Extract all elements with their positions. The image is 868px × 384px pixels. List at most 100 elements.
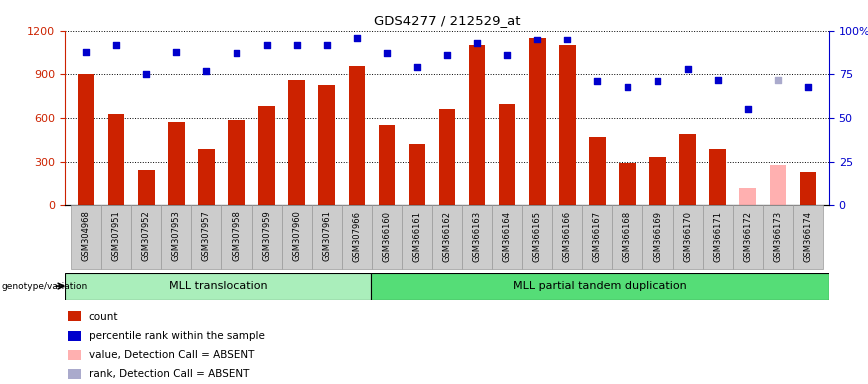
Bar <box>492 205 523 269</box>
Bar <box>252 205 281 269</box>
Bar <box>68 369 81 379</box>
Text: GSM366165: GSM366165 <box>533 210 542 262</box>
Bar <box>319 84 335 205</box>
Text: GSM307959: GSM307959 <box>262 210 271 261</box>
Point <box>260 41 273 48</box>
Bar <box>649 157 666 205</box>
Text: GSM307958: GSM307958 <box>232 210 241 262</box>
Point <box>229 50 243 56</box>
Bar <box>168 122 185 205</box>
Bar <box>680 134 696 205</box>
Text: GSM366167: GSM366167 <box>593 210 602 262</box>
Bar <box>799 172 816 205</box>
Text: GSM366161: GSM366161 <box>412 210 422 262</box>
Bar <box>138 170 155 205</box>
Text: GSM366169: GSM366169 <box>653 210 662 262</box>
Bar <box>108 114 124 205</box>
Text: GSM307953: GSM307953 <box>172 210 181 262</box>
Point <box>771 76 785 83</box>
Text: GSM307966: GSM307966 <box>352 210 361 262</box>
Bar <box>792 205 823 269</box>
Text: GSM366172: GSM366172 <box>743 210 753 262</box>
Bar <box>349 66 365 205</box>
Bar <box>529 38 545 205</box>
Point <box>470 40 484 46</box>
Text: rank, Detection Call = ABSENT: rank, Detection Call = ABSENT <box>89 369 249 379</box>
Bar <box>552 205 582 269</box>
Text: GSM366173: GSM366173 <box>773 210 782 262</box>
Bar <box>78 74 95 205</box>
Bar <box>432 205 462 269</box>
Text: genotype/variation: genotype/variation <box>1 282 88 291</box>
Bar <box>221 205 252 269</box>
Bar <box>259 106 275 205</box>
Point <box>530 36 544 43</box>
Bar <box>342 205 372 269</box>
Text: count: count <box>89 312 118 322</box>
Bar <box>733 205 763 269</box>
Bar <box>469 45 485 205</box>
Bar <box>770 165 786 205</box>
Bar <box>378 125 395 205</box>
Text: MLL translocation: MLL translocation <box>168 281 267 291</box>
Text: GSM304968: GSM304968 <box>82 210 90 262</box>
Bar <box>499 104 516 205</box>
Title: GDS4277 / 212529_at: GDS4277 / 212529_at <box>374 14 520 27</box>
Text: value, Detection Call = ABSENT: value, Detection Call = ABSENT <box>89 350 254 360</box>
Text: GSM366171: GSM366171 <box>713 210 722 262</box>
Bar <box>523 205 552 269</box>
Bar <box>613 205 642 269</box>
Bar <box>409 144 425 205</box>
Bar <box>763 205 792 269</box>
Bar <box>65 273 371 300</box>
Text: GSM366162: GSM366162 <box>443 210 451 262</box>
Point <box>561 36 575 43</box>
Point <box>440 52 454 58</box>
Text: GSM307957: GSM307957 <box>202 210 211 262</box>
Bar <box>740 188 756 205</box>
Text: GSM366166: GSM366166 <box>562 210 572 262</box>
Point <box>109 41 123 48</box>
Bar <box>68 331 81 341</box>
Text: GSM307951: GSM307951 <box>112 210 121 261</box>
Bar <box>192 205 221 269</box>
Bar <box>673 205 702 269</box>
Text: MLL partial tandem duplication: MLL partial tandem duplication <box>513 281 687 291</box>
Bar <box>642 205 673 269</box>
Point <box>410 65 424 71</box>
Bar <box>102 205 131 269</box>
Point <box>500 52 514 58</box>
Text: GSM366168: GSM366168 <box>623 210 632 262</box>
Bar <box>702 205 733 269</box>
Bar <box>589 137 606 205</box>
Text: GSM366174: GSM366174 <box>804 210 812 262</box>
Text: GSM366164: GSM366164 <box>503 210 511 262</box>
Point <box>140 71 154 78</box>
Bar <box>228 119 245 205</box>
Bar <box>161 205 192 269</box>
Bar <box>372 205 402 269</box>
Bar <box>131 205 161 269</box>
Bar <box>438 109 456 205</box>
Bar <box>288 80 305 205</box>
Point <box>200 68 214 74</box>
Point <box>319 41 333 48</box>
Bar <box>462 205 492 269</box>
Bar <box>68 311 81 321</box>
Text: GSM307961: GSM307961 <box>322 210 332 262</box>
Point <box>740 106 754 113</box>
Point <box>380 50 394 56</box>
Bar <box>71 205 102 269</box>
Text: GSM366160: GSM366160 <box>383 210 391 262</box>
Text: GSM307960: GSM307960 <box>293 210 301 262</box>
Bar <box>402 205 432 269</box>
Bar <box>582 205 613 269</box>
Bar <box>281 205 312 269</box>
Bar <box>371 273 829 300</box>
Point <box>711 76 725 83</box>
Text: percentile rank within the sample: percentile rank within the sample <box>89 331 265 341</box>
Point <box>79 49 93 55</box>
Point <box>350 35 364 41</box>
Bar <box>559 45 575 205</box>
Point <box>801 84 815 90</box>
